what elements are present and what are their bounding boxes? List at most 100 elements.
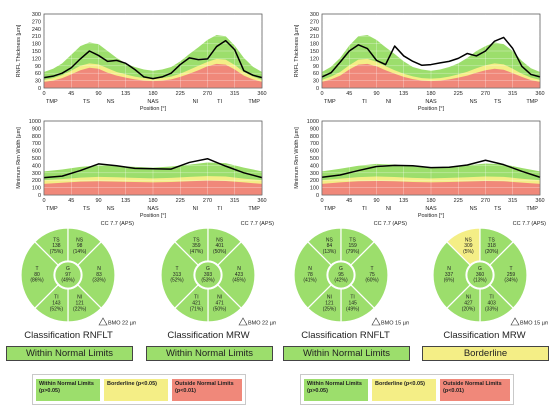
legend-within-right: Within Normal Limits (p>0.05) — [304, 379, 368, 401]
y-tick-label: 270 — [32, 19, 41, 25]
y-tick-label: 600 — [310, 149, 319, 155]
x-tick-label: 360 — [535, 91, 544, 97]
legend-frame-right — [300, 374, 514, 405]
sector-label-ts: 359 — [192, 243, 201, 249]
sector-label-ns: TS — [349, 237, 356, 243]
sector-label-t: N — [308, 266, 312, 272]
sector-label-ns: (50%) — [213, 249, 227, 255]
x-tick-label: 270 — [481, 91, 490, 97]
sector-label-n: N — [97, 266, 101, 272]
x-tick-label: 0 — [320, 91, 323, 97]
delta-icon — [371, 317, 381, 326]
sector-ti — [306, 284, 342, 323]
sector-label-ti: 121 — [325, 301, 334, 307]
sector-label-ts: TS — [193, 237, 200, 243]
plot-border — [321, 120, 541, 196]
cc-aps-label: CC 7.7 (APS) — [374, 221, 407, 227]
legend-outside-right: Outside Normal Limits (p<0.01) — [440, 379, 510, 401]
sector-ni — [207, 284, 243, 323]
plot-border — [321, 13, 541, 89]
y-tick-label: 90 — [313, 64, 319, 70]
y-tick-label: 240 — [32, 27, 41, 33]
y-axis-label: Minimum Rim Width [µm] — [294, 127, 300, 189]
x-tick-label: 315 — [230, 91, 239, 97]
x-tick-label: 360 — [257, 91, 266, 97]
sector-panel-4: NS 309 (5%) TS 318 (20%) T 259 (34%) TI 403 (33%) NI… — [418, 219, 550, 327]
sector-label-t: T — [35, 266, 38, 272]
sector-t — [160, 240, 199, 310]
sector-n — [350, 240, 389, 310]
classification-title-2: Classification MRW — [167, 330, 250, 341]
y-tick-label: 1000 — [29, 119, 41, 125]
measured-line — [43, 39, 263, 80]
x-tick-label: 90 — [95, 198, 101, 204]
sector-label-ts: TS — [53, 237, 60, 243]
y-tick-label: 800 — [32, 134, 41, 140]
rnfl-chart-left: 0 30 60 90 120 150 180 210 240 270 300 0 45 90 135 180 2… — [0, 8, 270, 112]
sector-label-ni: 471 — [215, 301, 224, 307]
sector-label-t: (52%) — [170, 278, 184, 284]
y-tick-label: 0 — [38, 193, 41, 199]
sector-g — [327, 261, 355, 289]
x-tick-label: 270 — [203, 91, 212, 97]
region-label: NS — [107, 206, 115, 212]
x-tick-label: 45 — [346, 91, 352, 97]
sector-ns — [207, 227, 243, 266]
x-axis-label: Position [°] — [140, 213, 167, 219]
region-label: TMP — [324, 206, 336, 212]
sector-panel-1: TS 138 (75%) NS 98 (14%) N 83 (33%) NI 121 (22%) TI 1… — [6, 219, 138, 327]
y-tick-label: 30 — [35, 79, 41, 85]
sector-label-ti: TI — [54, 295, 58, 301]
sector-label-g: 393 — [204, 272, 213, 278]
region-label: TS — [494, 99, 501, 105]
sector-label-ti: 427 — [464, 301, 473, 307]
sector-t — [432, 240, 471, 310]
y-tick-label: 150 — [32, 49, 41, 55]
sector-label-n: (45%) — [232, 278, 246, 284]
region-label: NI — [193, 206, 199, 212]
y-tick-label: 0 — [316, 193, 319, 199]
sector-label-ni: NI — [217, 295, 222, 301]
y-tick-label: 900 — [32, 126, 41, 132]
sector-label-g: 95 — [338, 272, 344, 278]
classification-title-3: Classification RNFLT — [301, 330, 390, 341]
region-label: TMP — [526, 99, 538, 105]
x-tick-label: 225 — [176, 91, 185, 97]
y-tick-label: 300 — [310, 12, 319, 18]
sector-label-g: G — [66, 266, 70, 272]
sector-label-n: 423 — [235, 272, 244, 278]
y-tick-label: 120 — [310, 56, 319, 62]
region-label: NS — [470, 206, 478, 212]
cc-aps-label: CC 7.7 (APS) — [101, 221, 134, 227]
y-tick-label: 60 — [35, 71, 41, 77]
sector-label-g: (53%) — [201, 278, 215, 284]
sector-g — [54, 261, 82, 289]
sector-label-g: G — [478, 266, 482, 272]
classification-badge-4: Borderline — [422, 346, 549, 361]
x-tick-label: 90 — [373, 198, 379, 204]
sector-label-ni: 121 — [75, 301, 84, 307]
y-tick-label: 900 — [310, 126, 319, 132]
region-label: NI — [386, 99, 392, 105]
y-tick-label: 500 — [310, 156, 319, 162]
region-label: TMP — [526, 206, 538, 212]
sector-label-t: 313 — [173, 272, 182, 278]
sector-label-g: (49%) — [61, 278, 75, 284]
y-tick-label: 210 — [32, 34, 41, 40]
region-label: TMP — [324, 99, 336, 105]
x-tick-label: 225 — [454, 91, 463, 97]
sector-label-n: N — [237, 266, 241, 272]
y-tick-label: 30 — [313, 79, 319, 85]
sector-label-ti: 143 — [52, 301, 61, 307]
classification-badge-1: Within Normal Limits — [6, 346, 133, 361]
x-axis-label: Position [°] — [418, 213, 445, 219]
y-tick-label: 300 — [310, 171, 319, 177]
sector-label-n: (33%) — [92, 278, 106, 284]
sector-t — [293, 240, 332, 310]
y-tick-label: 600 — [32, 149, 41, 155]
x-tick-label: 360 — [535, 198, 544, 204]
sector-g — [466, 261, 494, 289]
x-tick-label: 135 — [121, 91, 130, 97]
